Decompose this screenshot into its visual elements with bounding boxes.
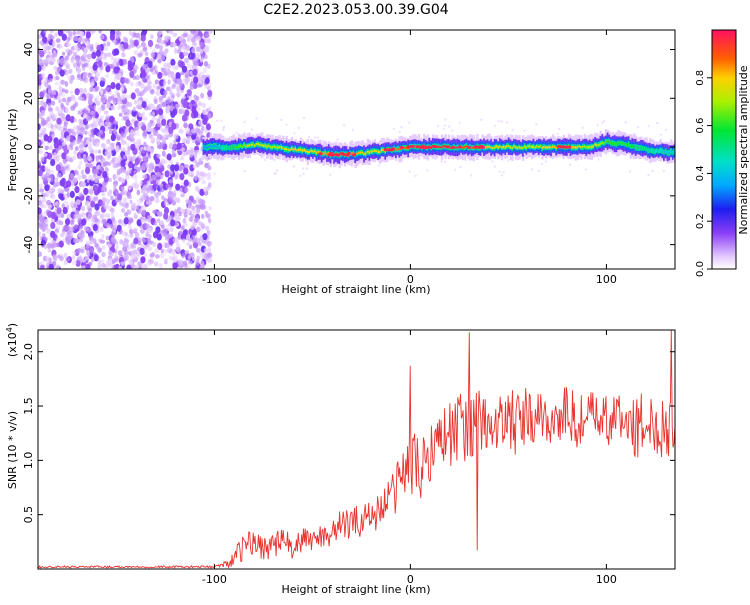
snr-line bbox=[38, 330, 675, 569]
colorbar: 0.0 0.2 0.4 0.6 0.8 Normalized spectral ampl… bbox=[695, 29, 750, 277]
snr-frame bbox=[37, 329, 676, 570]
snr-x-tick-label: 100 bbox=[596, 573, 617, 586]
colorbar-tick-label: 0.8 bbox=[695, 70, 706, 86]
snr-panel: -100 0 100 0.5 1.0 1.5 2.0 Height of straight … bbox=[5, 323, 676, 596]
spectrogram-x-tick-label: 100 bbox=[596, 273, 617, 286]
spectrogram-y-label: Frequency (Hz) bbox=[6, 109, 19, 192]
snr-axes: -100 0 100 0.5 1.0 1.5 2.0 bbox=[22, 330, 675, 586]
colorbar-tick-label: 0.4 bbox=[695, 165, 706, 181]
spectrogram-axes: -100 0 100 -40 -20 0 20 40 bbox=[22, 30, 675, 286]
spectrogram-marks bbox=[38, 30, 675, 269]
spectrogram-x-tick-label: 0 bbox=[407, 273, 414, 286]
spectrogram-y-tick-label: -40 bbox=[22, 236, 35, 254]
colorbar-tick-label: 0.6 bbox=[695, 118, 706, 134]
spectrogram-y-tick-label: -20 bbox=[22, 187, 35, 205]
snr-y-multiplier-close: ) bbox=[6, 323, 19, 327]
snr-marks bbox=[38, 330, 675, 569]
spectrogram-noise-region bbox=[38, 30, 675, 269]
colorbar-label: Normalized spectral amplitude bbox=[737, 65, 750, 234]
snr-y-tick-label: 1.5 bbox=[22, 397, 35, 415]
snr-y-multiplier: (x104) bbox=[5, 323, 19, 357]
snr-y-multiplier-base: (x10 bbox=[6, 332, 19, 357]
colorbar-ticks: 0.0 0.2 0.4 0.6 0.8 bbox=[695, 70, 712, 277]
colorbar-gradient bbox=[711, 29, 737, 270]
snr-x-tick-label: -100 bbox=[202, 573, 227, 586]
spectrogram-x-tick-label: -100 bbox=[202, 273, 227, 286]
snr-y-multiplier-exponent: 4 bbox=[5, 327, 14, 332]
snr-y-tick-label: 1.0 bbox=[22, 452, 35, 470]
figure-title: C2E2.2023.053.00.39.G04 bbox=[263, 2, 448, 18]
spectrogram-frame bbox=[37, 29, 676, 270]
snr-x-label: Height of straight line (km) bbox=[281, 583, 430, 596]
spectrogram-y-tick-label: 0 bbox=[22, 144, 35, 151]
snr-y-tick-label: 0.5 bbox=[22, 506, 35, 524]
spectrogram-ridge bbox=[202, 129, 675, 169]
snr-y-tick-label: 2.0 bbox=[22, 343, 35, 361]
spectrogram-x-label: Height of straight line (km) bbox=[281, 283, 430, 296]
snr-x-tick-label: 0 bbox=[407, 573, 414, 586]
spectrogram-y-tick-label: 40 bbox=[22, 43, 35, 57]
snr-y-label: SNR (10 * v/v) bbox=[6, 411, 19, 489]
colorbar-tick-label: 0.2 bbox=[695, 213, 706, 229]
spectrogram-y-tick-label: 20 bbox=[22, 91, 35, 105]
colorbar-tick-label: 0.0 bbox=[695, 261, 706, 277]
spectrogram-panel: -100 0 100 -40 -20 0 20 40 Height of straight l… bbox=[6, 29, 676, 296]
